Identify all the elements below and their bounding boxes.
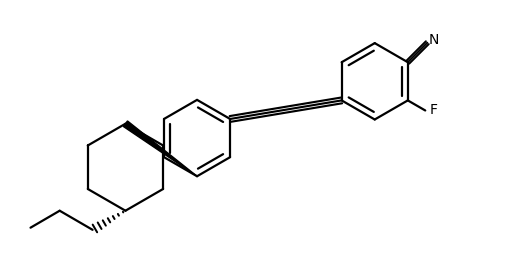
Text: F: F xyxy=(430,103,438,117)
Text: N: N xyxy=(429,33,439,47)
Polygon shape xyxy=(123,121,197,176)
